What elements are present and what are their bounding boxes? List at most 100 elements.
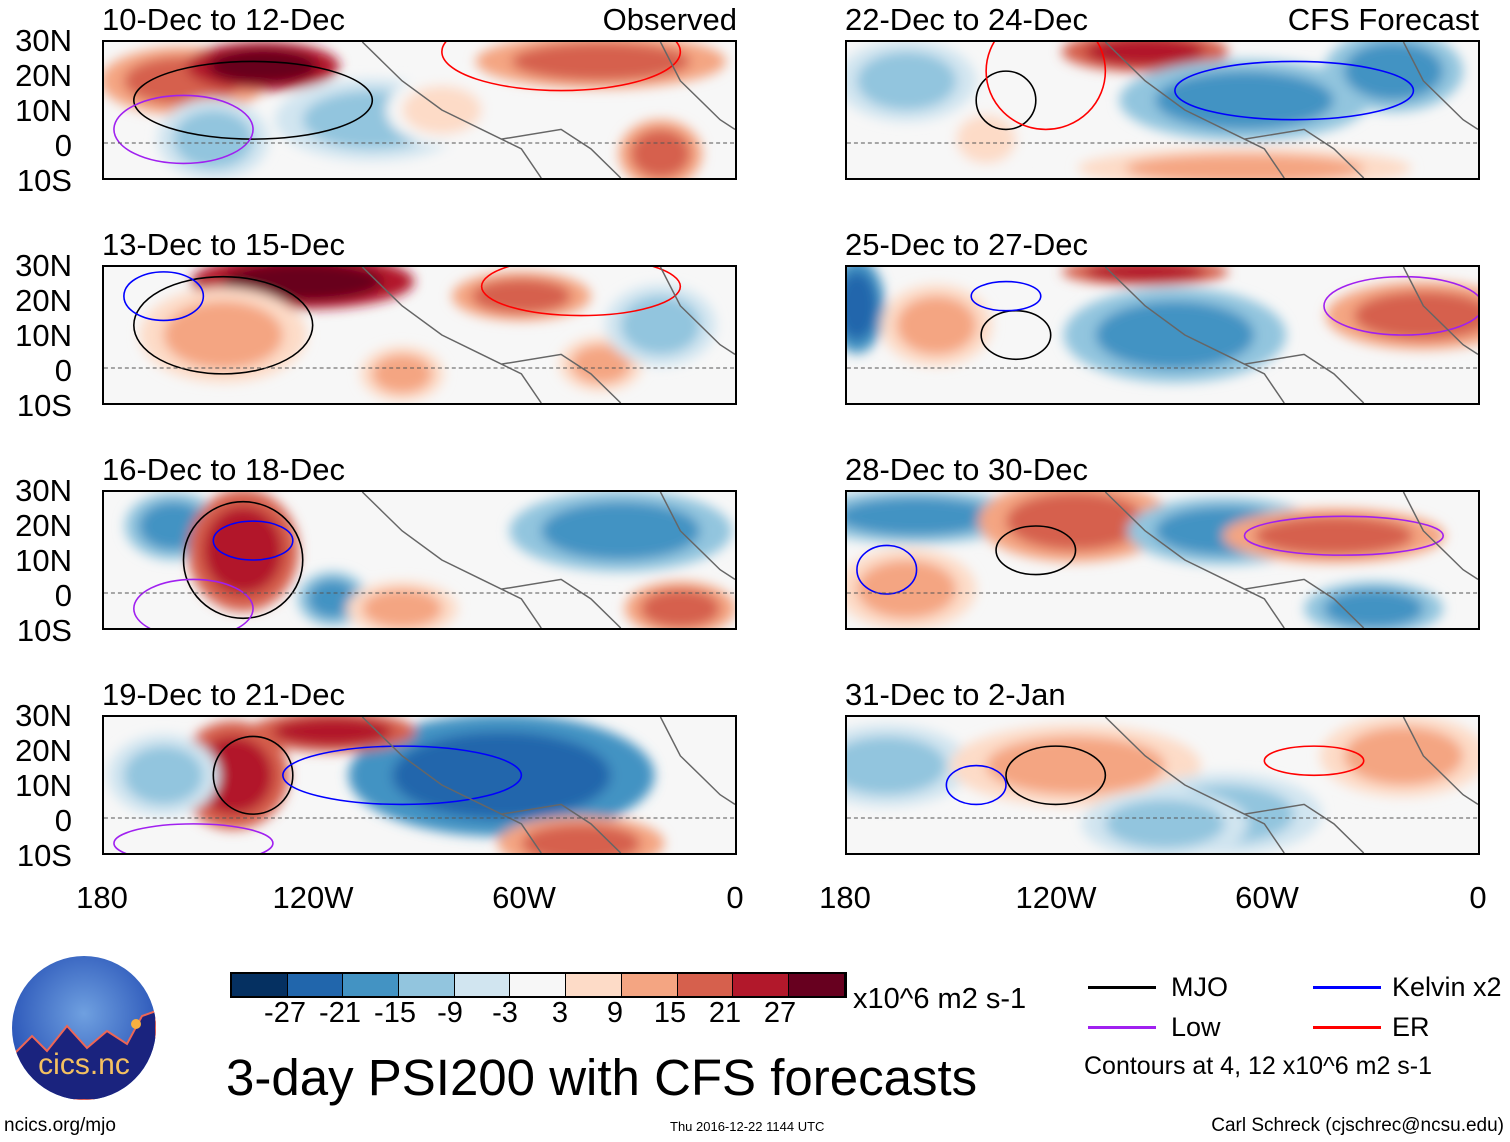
anomaly-blob [1125, 153, 1364, 178]
map-panel [102, 265, 737, 405]
contour-line [1323, 275, 1478, 336]
coastline [361, 492, 735, 628]
colorbar-tick-label: -3 [492, 997, 518, 1029]
contour-line [856, 544, 918, 595]
colorbar-swatch [733, 974, 789, 996]
contour-line [133, 60, 374, 140]
svg-text:cics.nc: cics.nc [38, 1048, 130, 1081]
lon-tick-label: 0 [1469, 880, 1487, 915]
anomaly-blob [208, 48, 318, 84]
contour-line [133, 275, 314, 375]
anomaly-blob [123, 746, 204, 805]
anomaly-blob [372, 354, 432, 394]
colorbar-swatch [677, 974, 734, 996]
lat-tick-label: 30N [15, 23, 72, 58]
lat-tick-label: 30N [15, 698, 72, 733]
anomaly-blob [640, 589, 721, 628]
colorbar-tick-label: 9 [606, 997, 624, 1029]
anomaly-blob [847, 736, 947, 795]
anomaly-blob [1323, 589, 1424, 628]
anomaly-blob [1085, 267, 1205, 282]
observed-label: Observed [602, 2, 737, 37]
contour-line [945, 764, 1007, 806]
figure-title: 3-day PSI200 with CFS forecasts [226, 1049, 978, 1106]
anomaly-blob [1353, 291, 1478, 340]
lon-tick-label: 0 [726, 880, 744, 915]
anomaly-blob [392, 731, 611, 819]
lat-tick-label: 10N [15, 543, 72, 578]
map-panel [102, 490, 737, 630]
map-panel [845, 490, 1480, 630]
legend-label-low: Low [1171, 1012, 1221, 1042]
anomaly-blob [307, 579, 358, 619]
map-panel [102, 40, 737, 180]
colorbar-swatch [454, 974, 511, 996]
contour-line [212, 735, 294, 815]
lat-tick-label: 20N [15, 508, 72, 543]
legend-line-low [1088, 1026, 1156, 1029]
contour-line [480, 267, 682, 317]
anomaly-blob [630, 129, 691, 178]
colorbar-tick-label: -9 [437, 997, 463, 1029]
lat-tick-label: 10S [16, 613, 72, 648]
legend-line-mjo [1088, 986, 1156, 989]
anomaly-blob [1005, 492, 1146, 551]
lon-tick-label: 60W [1235, 880, 1299, 915]
lon-tick-label: 180 [819, 880, 871, 915]
colorbar-swatch [788, 974, 845, 996]
colorbar [230, 972, 847, 998]
anomaly-blob [847, 496, 997, 536]
anomaly-blob [193, 736, 273, 815]
units-label: x10^6 m2 s-1 [853, 983, 1027, 1015]
anomaly-blob [856, 560, 957, 619]
legend-label-kelvin: Kelvin x2 [1392, 972, 1502, 1002]
lat-tick-label: 10N [15, 93, 72, 128]
contour-line [113, 823, 274, 853]
contour-line [975, 70, 1037, 131]
contour-line [1005, 745, 1107, 806]
contour-line [970, 280, 1042, 312]
coastline [1104, 492, 1478, 628]
lat-tick-label: 10S [16, 388, 72, 423]
lat-tick-label: 30N [15, 248, 72, 283]
colorbar-swatch [287, 974, 344, 996]
panel-title: 16-Dec to 18-Dec [102, 452, 345, 487]
anomaly-blob [956, 114, 1016, 164]
lon-tick-label: 180 [76, 880, 128, 915]
lon-tick-label: 60W [492, 880, 556, 915]
colorbar-swatch [232, 974, 288, 996]
contour-line [1263, 745, 1365, 777]
panel-title: 31-Dec to 2-Jan [845, 677, 1066, 712]
coastline [361, 42, 735, 178]
lat-tick-label: 10N [15, 768, 72, 803]
colorbar-tick-label: 27 [763, 997, 797, 1029]
contour-line [995, 525, 1077, 576]
contour-line [441, 42, 682, 92]
contour-line [113, 94, 254, 165]
anomaly-blob [620, 296, 701, 355]
anomaly-blob [1095, 301, 1255, 369]
anomaly-blob [1343, 726, 1464, 785]
contour-line [123, 271, 205, 322]
map-panel [845, 40, 1480, 180]
lat-tick-label: 10S [16, 838, 72, 873]
coastline [1104, 717, 1478, 853]
author-credit: Carl Schreck (cjschrec@ncsu.edu) [1211, 1115, 1504, 1136]
contour-line [133, 578, 254, 628]
anomaly-blob [896, 296, 977, 355]
url-label[interactable]: ncics.org/mjo [4, 1115, 116, 1136]
coastline [361, 717, 735, 853]
timestamp: Thu 2016-12-22 1144 UTC [670, 1119, 825, 1134]
colorbar-tick-label: 21 [708, 997, 742, 1029]
anomaly-blob [471, 278, 572, 314]
legend-label-mjo: MJO [1171, 972, 1228, 1002]
colorbar-tick-label: -15 [374, 997, 416, 1029]
anomaly-blob [1254, 516, 1414, 556]
lat-tick-label: 20N [15, 733, 72, 768]
lat-tick-label: 0 [54, 353, 72, 388]
lat-tick-label: 20N [15, 283, 72, 318]
lat-tick-label: 10N [15, 318, 72, 353]
coastline [1104, 267, 1478, 403]
anomaly-blob [847, 271, 877, 340]
